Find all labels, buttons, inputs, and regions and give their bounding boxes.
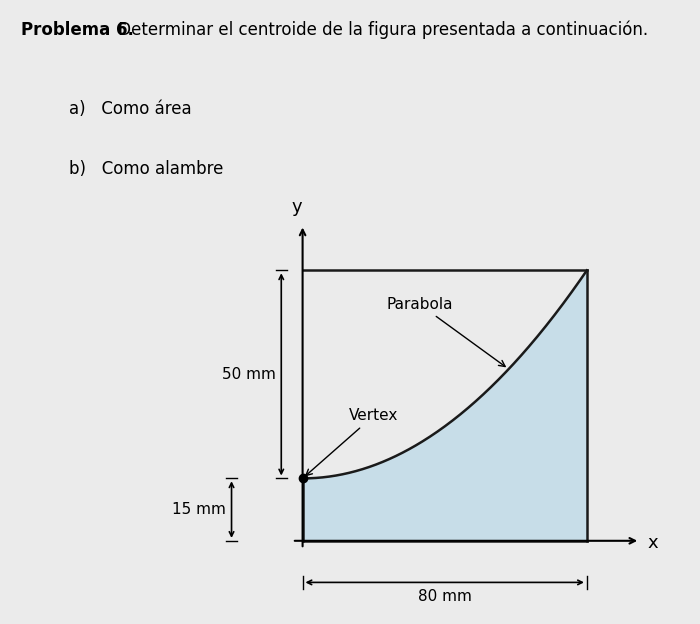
Text: y: y — [292, 198, 302, 217]
Text: 15 mm: 15 mm — [172, 502, 226, 517]
Text: Vertex: Vertex — [306, 409, 398, 475]
Polygon shape — [302, 270, 587, 541]
Text: 80 mm: 80 mm — [418, 588, 472, 603]
Text: b)   Como alambre: b) Como alambre — [69, 160, 223, 178]
Text: Parabola: Parabola — [386, 297, 505, 366]
Text: x: x — [648, 534, 658, 552]
Text: Determinar el centroide de la figura presentada a continuación.: Determinar el centroide de la figura pre… — [113, 21, 648, 39]
Text: 50 mm: 50 mm — [222, 367, 276, 382]
Text: a)   Como área: a) Como área — [69, 100, 191, 119]
Text: Problema 6.: Problema 6. — [21, 21, 134, 39]
